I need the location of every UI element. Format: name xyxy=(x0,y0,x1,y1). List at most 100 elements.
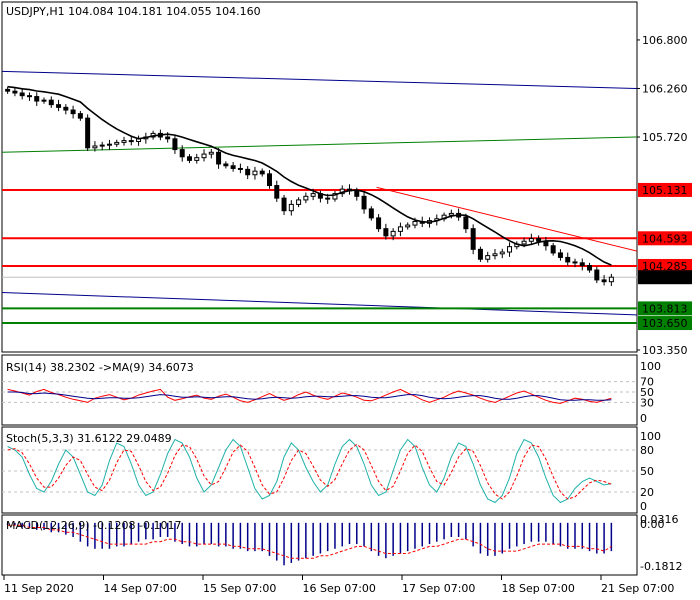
candle-body xyxy=(521,240,527,245)
candle-body xyxy=(92,145,98,149)
x-tick-label: 11 Sep 2020 xyxy=(4,582,74,595)
level-price-label-bg xyxy=(638,231,692,246)
x-tick-label: 15 Sep 07:00 xyxy=(203,582,276,595)
candle-body xyxy=(608,276,614,283)
candle-body xyxy=(172,138,178,151)
level-price-label: 103.813 xyxy=(642,302,688,315)
candle-body xyxy=(470,228,476,250)
candle-body xyxy=(397,226,403,232)
candle-body xyxy=(354,190,360,197)
candle-body xyxy=(34,96,40,102)
candle-body xyxy=(128,140,134,143)
indicator-line xyxy=(7,443,612,500)
candle-body xyxy=(26,95,32,98)
indicator-line xyxy=(7,391,612,401)
level-price-label-bg xyxy=(638,258,692,273)
candle-body xyxy=(121,140,127,143)
level-price-label: 105.131 xyxy=(642,184,688,197)
y-tick-label: 106.260 xyxy=(642,82,688,95)
current-price-label: 104.160 xyxy=(642,271,688,284)
y-tick-label: 0 xyxy=(640,500,647,513)
candle-body xyxy=(5,88,11,92)
macd-panel-title: MACD(12,26,9) -0.1208 -0.1017 xyxy=(6,519,181,532)
candle-body xyxy=(106,143,112,146)
candle-body xyxy=(281,197,287,212)
candle-body xyxy=(463,216,469,230)
stoch-panel-title: Stoch(5,3,3) 31.6122 29.0489 xyxy=(6,432,172,445)
candle-body xyxy=(594,269,600,281)
candle-body xyxy=(412,220,418,226)
candle-body xyxy=(383,228,389,237)
candle-body xyxy=(237,167,243,170)
candle-body xyxy=(179,149,185,158)
candle-body xyxy=(216,151,222,165)
trend-line xyxy=(376,186,638,252)
macd-signal-line xyxy=(7,524,612,559)
y-tick-label: 106.800 xyxy=(642,34,688,47)
rsi-panel-frame xyxy=(1,354,638,426)
x-tick-label: 14 Sep 07:00 xyxy=(104,582,177,595)
y-tick-label: 103.350 xyxy=(642,344,688,357)
y-tick-label: 0.00 xyxy=(640,518,665,531)
candle-body xyxy=(550,245,556,254)
x-tick-label: 18 Sep 07:00 xyxy=(502,582,575,595)
candle-body xyxy=(19,92,25,97)
candle-body xyxy=(63,106,69,111)
candle-body xyxy=(48,99,54,106)
candle-body xyxy=(448,212,454,216)
candle-body xyxy=(296,199,302,205)
candle-body xyxy=(325,197,331,200)
candle-body xyxy=(12,90,18,94)
candle-body xyxy=(477,248,483,260)
candle-body xyxy=(41,99,47,102)
candle-body xyxy=(56,104,62,108)
level-price-label-bg xyxy=(638,182,692,197)
stoch-panel-frame xyxy=(1,426,638,514)
candle-body xyxy=(507,246,513,253)
candle-body xyxy=(332,193,338,200)
candle-body xyxy=(405,224,411,228)
price-panel-frame xyxy=(1,1,638,353)
candle-body xyxy=(165,136,171,140)
candle-body xyxy=(77,113,83,119)
trend-line xyxy=(1,291,638,316)
candle-body xyxy=(528,238,534,242)
candle-body xyxy=(303,195,309,201)
trend-line xyxy=(1,136,638,153)
level-price-label-bg xyxy=(638,301,692,316)
candle-body xyxy=(201,153,207,159)
candle-body xyxy=(252,170,258,176)
candle-body xyxy=(376,217,382,230)
candle-body xyxy=(492,253,498,257)
candle-body xyxy=(485,255,491,260)
macd-panel-frame xyxy=(1,514,638,576)
level-price-label: 103.650 xyxy=(642,317,688,330)
candle-body xyxy=(361,195,367,210)
candle-body xyxy=(194,157,200,161)
candle-body xyxy=(587,265,593,271)
candle-body xyxy=(390,230,396,237)
x-tick-label: 21 Sep 07:00 xyxy=(601,582,674,595)
indicator-line xyxy=(7,388,612,404)
candle-body xyxy=(245,168,251,176)
candle-body xyxy=(499,251,505,255)
candle-body xyxy=(208,151,214,155)
candle-body xyxy=(579,262,585,267)
y-tick-label: 100 xyxy=(640,360,661,373)
x-tick-label: 17 Sep 07:00 xyxy=(402,582,475,595)
level-price-label: 104.285 xyxy=(642,260,688,273)
y-tick-label: 50 xyxy=(640,386,654,399)
y-tick-label: 30 xyxy=(640,396,654,409)
candle-body xyxy=(565,256,571,263)
candle-body xyxy=(223,163,229,167)
y-tick-label: 70 xyxy=(640,376,654,389)
rsi-panel-title: RSI(14) 38.2302 ->MA(9) 34.6073 xyxy=(6,361,194,374)
candle-body xyxy=(70,109,76,115)
y-tick-label: 0.0316 xyxy=(640,513,679,526)
candle-body xyxy=(114,141,120,145)
candle-body xyxy=(85,117,91,149)
